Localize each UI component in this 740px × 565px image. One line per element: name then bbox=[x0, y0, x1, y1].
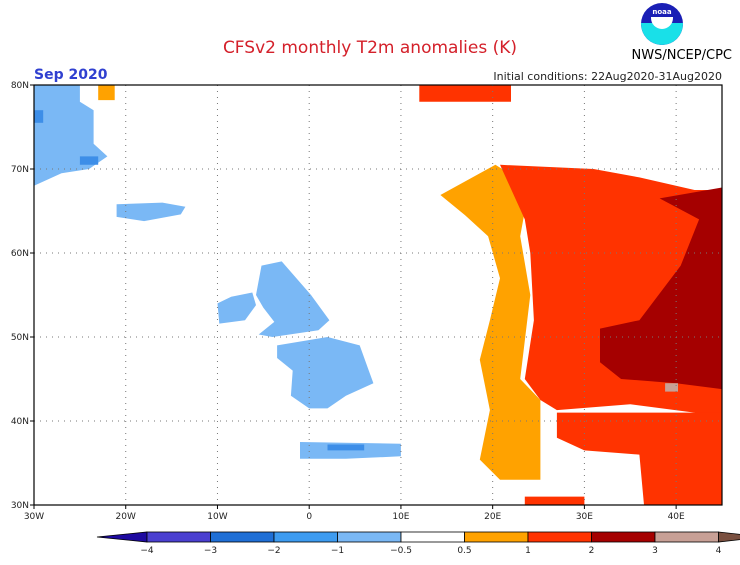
anomaly-region bbox=[79, 156, 99, 165]
colorbar-bin bbox=[527, 531, 592, 543]
colorbar-label: −1 bbox=[331, 546, 344, 556]
anomaly-region bbox=[34, 110, 44, 123]
colorbar-label: 3 bbox=[652, 546, 658, 556]
anomaly-region bbox=[665, 383, 678, 392]
logo-text: noaa bbox=[652, 8, 672, 16]
colorbar-label: 4 bbox=[716, 546, 722, 556]
anomaly-region bbox=[556, 412, 722, 505]
lon-tick-label: 30W bbox=[24, 512, 44, 522]
lon-tick-label: 10W bbox=[207, 512, 227, 522]
colorbar-label: 2 bbox=[589, 546, 595, 556]
colorbar-bin bbox=[400, 531, 465, 543]
lat-tick-label: 50N bbox=[11, 333, 29, 343]
colorbar-label: 0.5 bbox=[457, 546, 471, 556]
colorbar-bin bbox=[146, 531, 211, 543]
colorbar-bin bbox=[654, 531, 719, 543]
anomaly-region bbox=[327, 444, 365, 451]
anomaly-region bbox=[34, 85, 108, 186]
anomaly-region bbox=[600, 187, 722, 390]
anomaly-region bbox=[277, 337, 374, 409]
lon-tick-label: 20E bbox=[484, 512, 501, 522]
colorbar-bin bbox=[464, 531, 529, 543]
lat-tick-label: 40N bbox=[11, 417, 29, 427]
noaa-logo: noaa bbox=[641, 3, 683, 45]
map-frame bbox=[33, 84, 723, 506]
chart-title: CFSv2 monthly T2m anomalies (K) bbox=[222, 38, 518, 58]
lat-tick-label: 60N bbox=[11, 249, 29, 259]
colorbar-bin bbox=[273, 531, 338, 543]
lat-tick-label: 80N bbox=[11, 81, 29, 91]
colorbar-label: −2 bbox=[267, 546, 280, 556]
anomaly-region bbox=[440, 164, 541, 480]
lon-tick-label: 30E bbox=[576, 512, 593, 522]
gridlines bbox=[34, 85, 722, 505]
anomaly-region bbox=[256, 261, 330, 337]
axis-ticks: 30W 20W 10W 0 10E 20E 30E 40E 80N 70N 60N 50N 40N 30N bbox=[11, 81, 685, 522]
colorbar-label: −0.5 bbox=[390, 546, 412, 556]
lon-tick-label: 10E bbox=[392, 512, 409, 522]
lon-tick-label: 20W bbox=[116, 512, 136, 522]
lon-tick-label: 40E bbox=[668, 512, 685, 522]
lon-tick-label: 0 bbox=[306, 512, 312, 522]
anomaly-region bbox=[524, 496, 585, 505]
colorbar: −4 −3 −2 −1 −0.5 0.5 1 2 3 4 bbox=[96, 531, 740, 556]
anomaly-region bbox=[217, 292, 256, 324]
lat-tick-label: 70N bbox=[11, 165, 29, 175]
colorbar-bin bbox=[337, 531, 402, 543]
colorbar-arrow-high bbox=[718, 531, 740, 543]
colorbar-arrow-low bbox=[96, 531, 148, 543]
colorbar-label: −4 bbox=[140, 546, 154, 556]
colorbar-label: 1 bbox=[525, 546, 531, 556]
anomaly-region bbox=[419, 85, 511, 102]
colorbar-bin bbox=[210, 531, 275, 543]
lat-tick-label: 30N bbox=[11, 501, 29, 511]
anomaly-region bbox=[98, 85, 115, 101]
colorbar-label: −3 bbox=[204, 546, 217, 556]
initial-conditions: Initial conditions: 22Aug2020-31Aug2020 bbox=[493, 70, 722, 83]
anomaly-regions bbox=[34, 85, 722, 505]
forecast-period: Sep 2020 bbox=[34, 67, 108, 83]
anomaly-region bbox=[116, 202, 186, 222]
agency-label: NWS/NCEP/CPC bbox=[631, 48, 732, 63]
colorbar-bin bbox=[591, 531, 656, 543]
